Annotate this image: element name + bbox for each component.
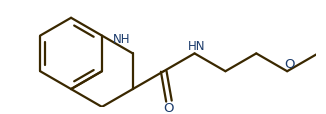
Text: HN: HN <box>188 40 205 53</box>
Text: O: O <box>284 58 294 71</box>
Text: NH: NH <box>112 33 130 46</box>
Text: O: O <box>164 101 174 114</box>
